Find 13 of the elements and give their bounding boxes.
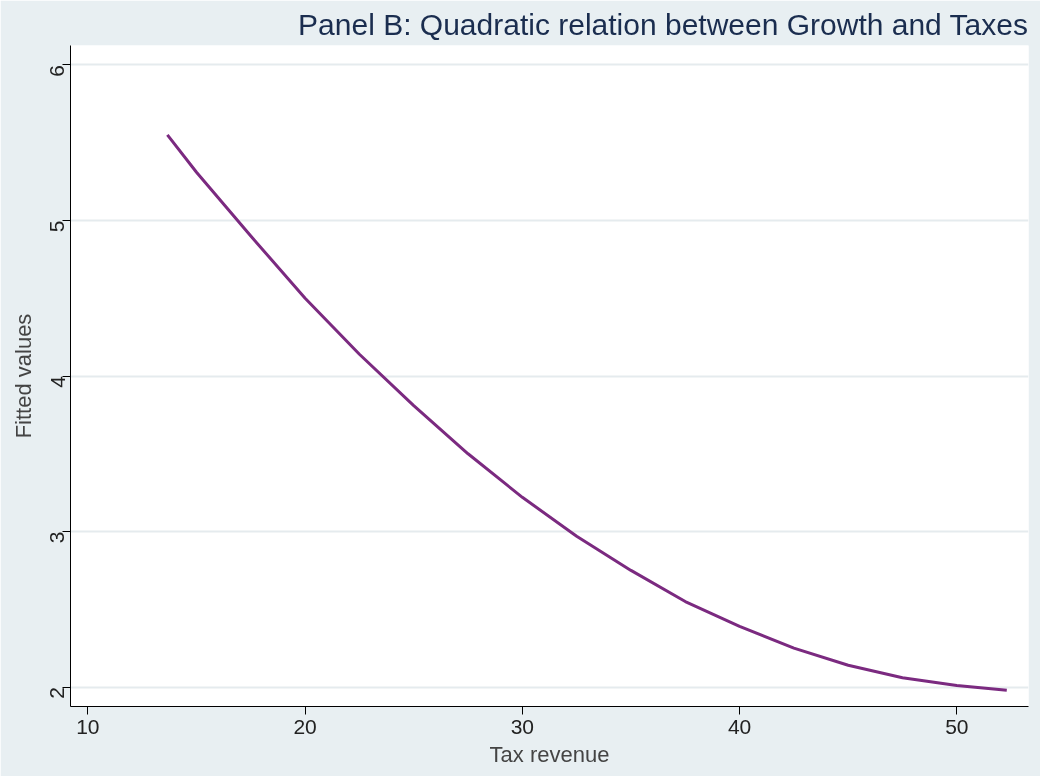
x-tick-label: 40 [727,714,752,738]
x-tick-label: 20 [293,714,317,738]
y-tick-label: 4 [45,375,69,388]
y-tick-label: 3 [45,531,69,544]
y-axis-title: Fitted values [10,313,36,439]
x-tick-label: 50 [945,714,969,738]
chart-title: Panel B: Quadratic relation between Growth and Taxes [298,7,1028,41]
y-tick-label: 2 [45,687,69,699]
x-tick-label: 30 [510,714,535,738]
y-tick-label: 6 [45,64,69,77]
x-tick-label: 10 [76,714,100,738]
y-tick-label: 5 [45,220,69,233]
x-axis-title: Tax revenue [489,741,610,767]
